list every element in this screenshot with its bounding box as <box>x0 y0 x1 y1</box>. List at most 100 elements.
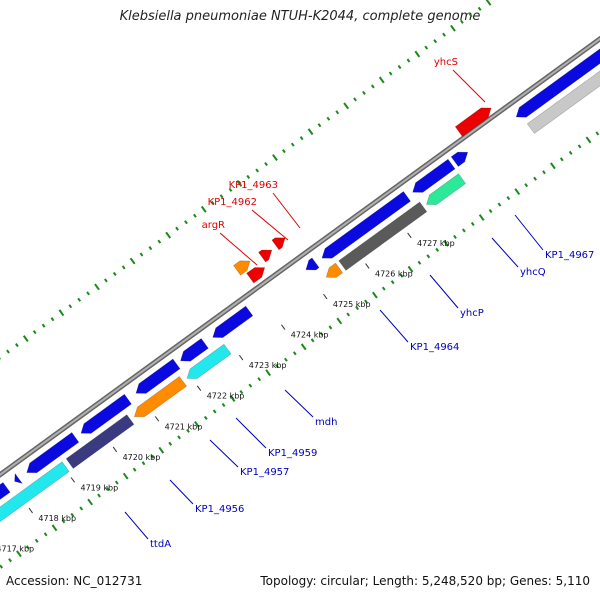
outer-dot <box>139 252 144 257</box>
inner-dot <box>577 144 582 149</box>
gene-arrow-blue <box>14 472 23 484</box>
inner-dot <box>0 564 3 569</box>
outer-dot <box>165 231 172 239</box>
inner-dot <box>70 512 75 517</box>
tick-mark <box>365 263 370 269</box>
inner-dot <box>407 265 414 273</box>
outer-dot <box>485 0 492 6</box>
inner-dot <box>79 506 84 511</box>
gene-arrow-blue <box>412 158 456 193</box>
tick-mark <box>238 354 244 361</box>
inner-dot <box>34 538 39 543</box>
inner-dot <box>462 228 466 233</box>
outer-dot <box>22 335 29 343</box>
gene-label-forward: KP1_4962 <box>208 197 257 208</box>
outer-dot <box>477 6 482 11</box>
outer-dot <box>264 161 268 167</box>
tick-label: 4727 kbp <box>417 239 455 248</box>
outer-dot <box>442 32 446 37</box>
outer-dot <box>41 323 46 328</box>
inner-dot <box>114 480 119 485</box>
gene-leader-reverse <box>379 309 409 343</box>
inner-dot <box>16 550 22 558</box>
inner-dot <box>435 247 440 252</box>
feature-track-lower <box>0 70 600 523</box>
outer-dot <box>94 283 100 291</box>
outer-dot <box>184 220 188 225</box>
inner-dot-track <box>0 131 600 569</box>
backbone-group <box>0 35 600 478</box>
tick-track: 4717 kbp 4718 kbp 4719 kbp 4720 kbp 4721 kbp… <box>0 232 455 554</box>
inner-dot <box>470 221 475 227</box>
outer-dot <box>112 271 117 276</box>
gene-label-reverse: KP1_4956 <box>195 504 244 515</box>
gene-leader-reverse <box>209 439 239 468</box>
gene-label-reverse: yhcQ <box>520 267 546 278</box>
inner-dot <box>51 524 58 532</box>
inner-dot <box>212 409 217 414</box>
inner-dot <box>559 157 564 162</box>
inner-dot <box>550 162 556 170</box>
inner-dot <box>257 377 262 382</box>
tick-mark <box>281 324 286 330</box>
outer-dot <box>317 123 322 128</box>
inner-dot <box>453 234 457 239</box>
outer-dot <box>468 13 473 18</box>
outer-dot <box>68 304 73 309</box>
inner-dot <box>381 286 386 291</box>
gene-arrow-blue <box>212 305 254 338</box>
gene-label-forward: argR <box>202 220 225 231</box>
accession-text: Accession: NC_012731 <box>6 574 143 588</box>
inner-dot <box>177 435 181 440</box>
outer-dot <box>193 213 197 218</box>
inner-dot <box>336 317 343 325</box>
tick-label: 4723 kbp <box>249 361 287 370</box>
outer-dot <box>459 19 464 24</box>
inner-dot <box>265 369 271 377</box>
outer-dot <box>50 317 55 322</box>
gene-label-reverse: KP1_4959 <box>268 448 317 459</box>
gene-leader-reverse <box>235 417 267 449</box>
tick-mark <box>28 507 33 514</box>
gene-arrow-blue <box>321 191 411 259</box>
inner-dot <box>248 383 253 388</box>
outer-dot-track <box>0 0 492 360</box>
inner-dot <box>221 402 226 408</box>
outer-dot <box>219 194 224 199</box>
gene-label-reverse: KP1_4967 <box>545 250 594 261</box>
tick-label: 4720 kbp <box>123 453 161 462</box>
tick-mark <box>154 416 160 422</box>
inner-dot <box>8 558 12 563</box>
outer-dot <box>335 110 340 115</box>
outer-dot <box>424 45 429 50</box>
inner-dot <box>284 357 288 362</box>
inner-dot <box>87 498 93 506</box>
outer-dot <box>148 246 153 251</box>
inner-dot <box>132 467 137 472</box>
gene-label-forward: KP1_4963 <box>229 180 278 191</box>
gene-arrow-orange <box>133 376 187 418</box>
inner-dot <box>443 239 449 247</box>
gene-label-reverse: ttdA <box>150 539 171 550</box>
tick-label: 4722 kbp <box>207 392 245 401</box>
inner-dot <box>585 136 592 144</box>
outer-dot <box>343 102 350 110</box>
outer-dot <box>414 50 421 58</box>
feature-track-upper <box>0 48 600 500</box>
outer-dot <box>86 291 90 296</box>
outer-dot <box>104 278 108 283</box>
outer-dot <box>228 187 233 192</box>
outer-dot <box>378 76 385 84</box>
outer-dot <box>129 257 136 265</box>
inner-dot <box>194 420 200 428</box>
gene-label-forward: yhcS <box>434 57 458 68</box>
gene-box-slate <box>65 414 135 469</box>
inner-dot <box>417 260 422 265</box>
tick-label: 4725 kbp <box>333 300 371 309</box>
outer-dot <box>6 349 10 354</box>
gene-leader-reverse <box>429 274 459 309</box>
tick-label: 4717 kbp <box>0 545 34 554</box>
inner-dot <box>426 254 431 259</box>
tick-label: 4719 kbp <box>81 483 119 492</box>
outer-dot <box>299 136 304 141</box>
